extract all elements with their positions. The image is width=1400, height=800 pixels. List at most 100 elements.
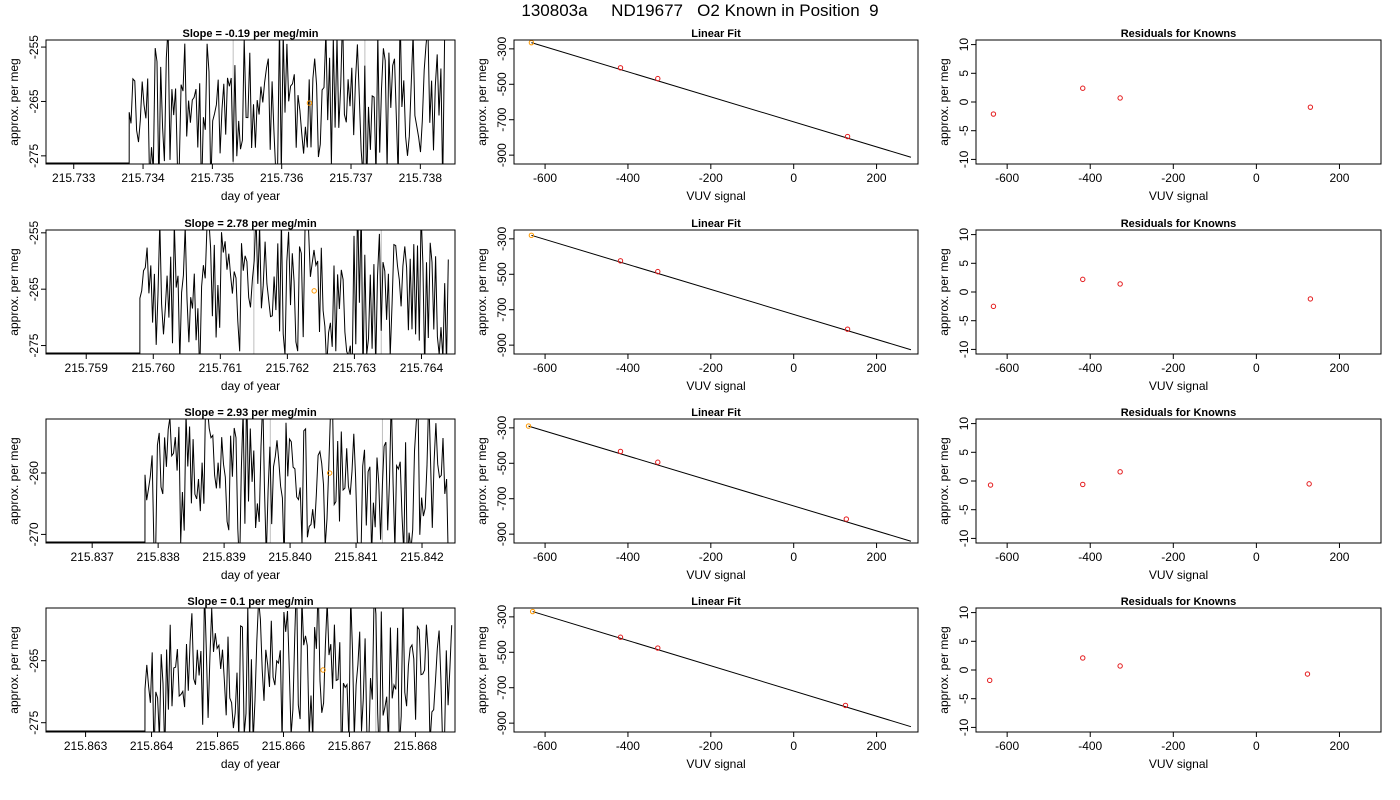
y-tick-label: 0 <box>957 477 971 484</box>
x-tick-label: -200 <box>1161 171 1185 185</box>
panel-title: Slope = -0.19 per meg/min <box>182 28 318 40</box>
data-point <box>617 258 624 264</box>
y-tick-label: -10 <box>957 150 971 168</box>
x-tick-label: 0 <box>1253 361 1260 375</box>
y-tick-label: -500 <box>495 262 509 286</box>
y-tick-label: -275 <box>27 710 41 734</box>
data-point <box>525 423 532 429</box>
series-line <box>46 419 449 543</box>
x-tick-label: -200 <box>1161 550 1185 564</box>
plot-frame <box>975 607 1382 733</box>
x-tick-label: 215.865 <box>196 739 240 753</box>
panel-timeseries-row-4: Slope = 0.1 per meg/min 215.863 215.864 215… <box>7 596 456 771</box>
x-tick-label: 215.763 <box>333 361 377 375</box>
x-tick-label: 0 <box>790 361 797 375</box>
plot-area <box>46 608 453 732</box>
y-tick-label: -10 <box>957 340 971 358</box>
data-point <box>1304 671 1311 677</box>
panel-timeseries-row-3: Slope = 2.93 per meg/min 215.837 215.838 21… <box>7 407 456 582</box>
y-axis-label: approx. per meg <box>7 248 21 335</box>
x-tick-label: -600 <box>995 361 1019 375</box>
panel-timeseries-row-1: Slope = -0.19 per meg/min 215.733 215.734 2… <box>7 28 456 203</box>
data-point <box>844 133 851 140</box>
plot-frame <box>513 39 919 165</box>
x-tick-label: 215.736 <box>260 171 304 185</box>
y-tick-label: -275 <box>27 333 41 357</box>
x-tick-label: 0 <box>790 550 797 564</box>
x-tick-label: -600 <box>533 171 557 185</box>
y-tick-label: 5 <box>957 449 971 456</box>
plot-frame <box>45 39 456 165</box>
x-tick-label: -600 <box>995 171 1019 185</box>
plot-area <box>987 655 1311 684</box>
data-point <box>326 470 333 476</box>
data-point <box>843 516 850 522</box>
y-axis-label: approx. per meg <box>937 626 951 713</box>
data-point <box>1117 95 1123 101</box>
data-point <box>655 645 661 651</box>
y-tick-label: -10 <box>957 718 971 736</box>
panel-title: Slope = 2.78 per meg/min <box>184 218 317 230</box>
x-tick-label: 215.841 <box>334 550 378 564</box>
data-point <box>990 303 997 310</box>
x-tick-label: -400 <box>1078 739 1102 753</box>
panel-residuals-row-2: Residuals for Knowns -600 -400 -200 0 200 -10 -… <box>937 218 1382 393</box>
y-tick-label: -300 <box>495 416 509 440</box>
y-tick-label: -900 <box>495 711 509 735</box>
fit-line <box>532 611 912 728</box>
data-point <box>1307 296 1314 302</box>
y-axis-label: approx. per meg <box>937 437 951 524</box>
plot-area <box>529 608 912 728</box>
y-tick-label: -500 <box>495 640 509 664</box>
y-tick-label: -5 <box>957 693 971 704</box>
x-tick-label: 200 <box>1329 171 1349 185</box>
data-point <box>655 75 661 82</box>
x-tick-label: -200 <box>1161 361 1185 375</box>
data-point <box>987 677 993 684</box>
x-tick-label: -200 <box>699 739 723 753</box>
y-tick-label: 0 <box>957 288 971 295</box>
x-tick-label: 200 <box>1329 550 1349 564</box>
x-tick-label: 215.864 <box>130 739 174 753</box>
x-axis-label: VUV signal <box>1149 757 1208 771</box>
panel-fit-row-3: Linear Fit -600 -400 -200 0 200 -900 -700 -500 -3… <box>475 407 919 582</box>
plot-area <box>987 469 1312 488</box>
x-tick-label: 215.867 <box>328 739 372 753</box>
x-tick-label: -400 <box>1078 361 1102 375</box>
x-tick-label: 215.838 <box>136 550 180 564</box>
y-tick-label: 5 <box>957 260 971 267</box>
panel-title: Residuals for Knowns <box>1121 28 1237 40</box>
y-axis-label: approx. per meg <box>475 248 489 335</box>
data-point <box>528 232 535 239</box>
x-tick-label: -400 <box>616 550 640 564</box>
data-point <box>1307 104 1314 110</box>
y-tick-label: 10 <box>957 417 971 431</box>
data-point <box>311 288 317 294</box>
plot-frame <box>45 418 456 544</box>
x-tick-label: 215.759 <box>65 361 109 375</box>
data-point <box>1117 469 1123 475</box>
x-tick-label: -600 <box>533 550 557 564</box>
data-point <box>529 608 536 615</box>
x-axis-label: day of year <box>221 757 280 771</box>
x-tick-label: -400 <box>1078 171 1102 185</box>
x-tick-label: 200 <box>867 739 887 753</box>
y-axis-label: approx. per meg <box>937 248 951 335</box>
x-tick-label: 215.738 <box>399 171 443 185</box>
y-axis-label: approx. per meg <box>475 58 489 145</box>
panel-title: Linear Fit <box>691 28 741 40</box>
data-point <box>320 667 326 673</box>
plot-area <box>528 232 912 351</box>
x-tick-label: 0 <box>1253 739 1260 753</box>
y-tick-label: -900 <box>495 333 509 357</box>
y-axis-label: approx. per meg <box>7 58 21 145</box>
y-tick-label: 10 <box>957 606 971 620</box>
x-axis-label: VUV signal <box>686 568 745 582</box>
data-point <box>1306 481 1312 487</box>
series-line <box>46 40 446 164</box>
x-tick-label: -400 <box>616 171 640 185</box>
x-tick-label: 215.764 <box>400 361 444 375</box>
x-tick-label: 215.837 <box>70 550 114 564</box>
plot-frame <box>45 229 456 355</box>
y-tick-label: -300 <box>495 227 509 251</box>
